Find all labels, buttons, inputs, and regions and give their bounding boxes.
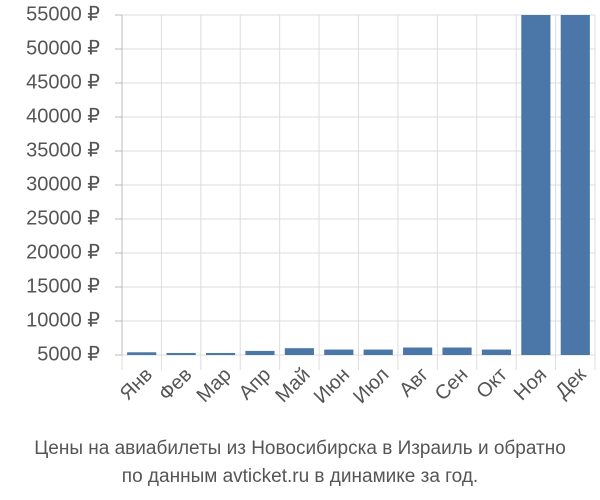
x-tick-label: Дек — [551, 364, 590, 403]
y-tick-label: 55000 ₽ — [26, 3, 100, 25]
bar — [245, 350, 275, 355]
caption-line: Цены на авиабилеты из Новосибирска в Изр… — [34, 438, 566, 459]
y-tick-label: 30000 ₽ — [26, 173, 100, 195]
x-tick-label: Июн — [310, 364, 354, 408]
y-tick-label: 50000 ₽ — [26, 37, 100, 59]
x-tick-label: Окт — [472, 364, 511, 403]
bar — [403, 347, 433, 355]
bar — [521, 15, 551, 355]
bar — [324, 349, 354, 355]
y-tick-label: 25000 ₽ — [26, 207, 100, 229]
y-tick-label: 35000 ₽ — [26, 139, 100, 161]
y-tick-label: 20000 ₽ — [26, 241, 100, 263]
x-tick-label: Апр — [235, 364, 276, 405]
x-tick-label: Мар — [193, 364, 236, 407]
caption-line: по данным avticket.ru в динамике за год. — [122, 466, 478, 487]
x-tick-label: Июл — [349, 364, 393, 408]
y-tick-label: 10000 ₽ — [26, 309, 100, 331]
x-tick-label: Май — [271, 364, 314, 407]
bar — [560, 15, 590, 355]
y-tick-label: 5000 ₽ — [37, 343, 100, 365]
bar — [442, 347, 472, 355]
bar — [481, 349, 512, 355]
bar — [127, 352, 157, 355]
y-tick-label: 15000 ₽ — [26, 275, 100, 297]
bar — [284, 348, 314, 355]
bar — [363, 349, 393, 355]
bar — [205, 352, 236, 355]
y-tick-label: 45000 ₽ — [26, 71, 100, 93]
y-tick-label: 40000 ₽ — [26, 105, 100, 127]
x-tick-label: Авг — [395, 364, 433, 402]
bar — [166, 352, 196, 355]
